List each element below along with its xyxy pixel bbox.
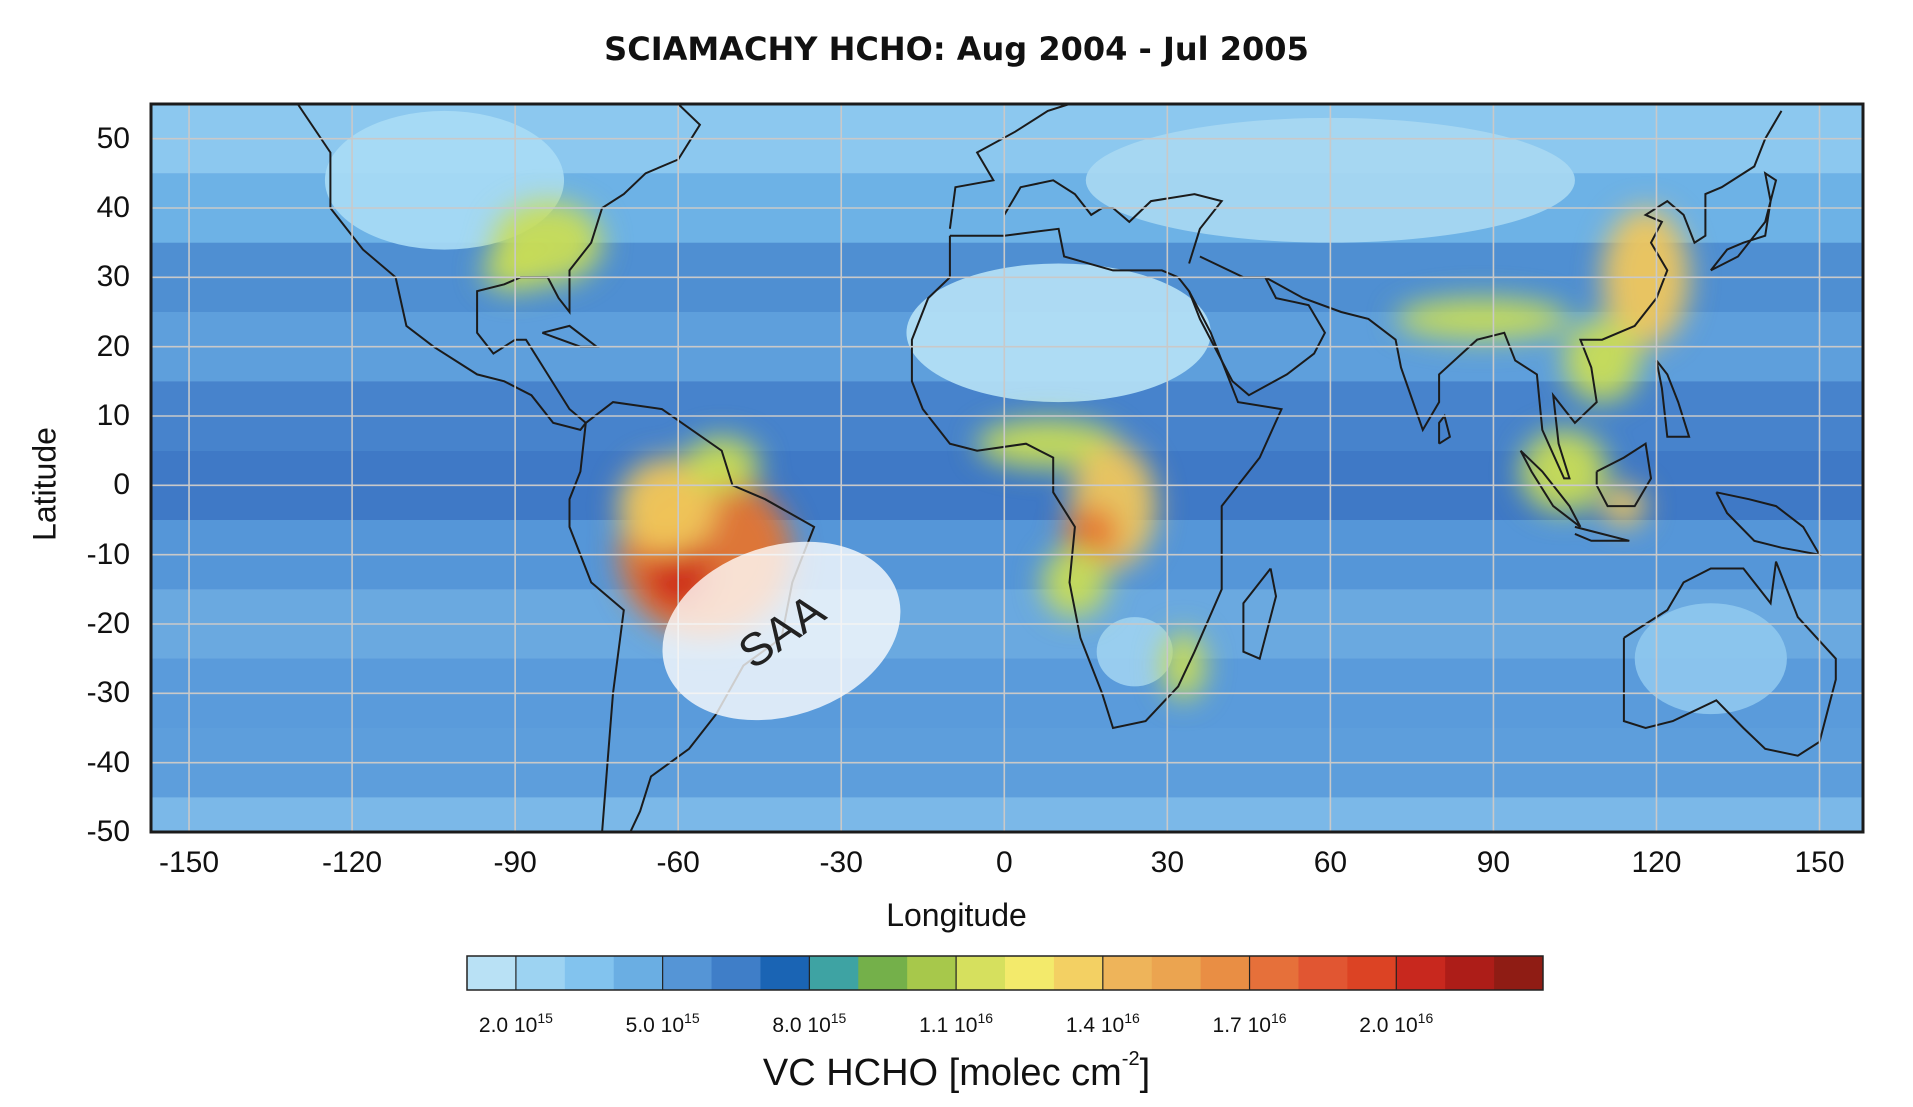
hotspot-low xyxy=(1161,630,1206,701)
coastline-japan xyxy=(1710,171,1778,272)
coastline-australia xyxy=(1622,561,1837,757)
y-tick-label: 50 xyxy=(96,121,130,155)
colorbar-title-end: ] xyxy=(1139,1052,1151,1094)
colorbar-swatch xyxy=(1298,956,1348,990)
colorbar-swatch xyxy=(515,956,566,990)
colorbar-swatch xyxy=(711,956,761,990)
hotspot-low xyxy=(1042,547,1108,618)
x-tick-label: -120 xyxy=(322,846,383,879)
colorbar-label: 2.0 1016 xyxy=(1359,1010,1434,1037)
colorbar-label: 1.4 1016 xyxy=(1065,1010,1140,1037)
plot-frame xyxy=(149,102,1865,834)
hotspot-low xyxy=(1395,298,1570,340)
colorbar-title: VC HCHO [molec cm-2] xyxy=(0,1048,1913,1095)
x-tick-label: 30 xyxy=(1150,846,1185,879)
y-tick-label: 10 xyxy=(96,399,130,432)
coastline-borneo xyxy=(1595,442,1653,508)
y-tick-label: -30 xyxy=(86,676,130,710)
coastline-asia xyxy=(1264,110,1783,480)
colorbar-swatch xyxy=(1249,956,1299,990)
coastline-africa-europe xyxy=(910,227,1283,730)
hotspot-low xyxy=(1520,429,1608,514)
colorbar-swatch xyxy=(809,956,859,990)
x-tick-label: -60 xyxy=(656,846,700,879)
chart-title: SCIAMACHY HCHO: Aug 2004 - Jul 2005 xyxy=(604,30,1309,68)
colorbar-swatch xyxy=(1200,956,1251,990)
hotspot-mid xyxy=(618,457,717,555)
y-axis-label: Latitude xyxy=(26,427,63,541)
hotspot-high xyxy=(1064,506,1119,562)
colorbar-label: 8.0 1015 xyxy=(772,1010,847,1037)
land-tint xyxy=(906,263,1211,403)
colorbar-swatch xyxy=(1445,956,1495,990)
colorbar-swatch xyxy=(1005,956,1055,990)
y-tick-label: 40 xyxy=(96,191,130,224)
hotspot-low xyxy=(1564,318,1641,403)
y-tick-label: 30 xyxy=(96,260,130,294)
land-tint xyxy=(1634,603,1787,715)
colorbar-label: 5.0 1015 xyxy=(625,1010,700,1037)
colorbar-label: 2.0 1015 xyxy=(478,1010,553,1037)
colorbar-swatch xyxy=(1494,956,1544,990)
x-axis-label: Longitude xyxy=(886,897,1027,933)
coastline-philippines xyxy=(1655,359,1691,438)
colorbar-swatch xyxy=(467,956,517,990)
y-tick-label: -10 xyxy=(86,537,130,571)
colorbar-swatch xyxy=(1151,956,1202,990)
coastline-madagascar xyxy=(1242,567,1278,661)
x-tick-label: 0 xyxy=(995,846,1013,879)
hotspot-low xyxy=(683,436,760,493)
colorbar-label: 1.1 1016 xyxy=(919,1010,994,1037)
x-tick-label: 90 xyxy=(1476,846,1511,879)
colorbar-swatch xyxy=(1102,956,1153,990)
colorbar-swatch xyxy=(1396,956,1446,990)
colorbar-swatch xyxy=(858,956,908,990)
x-tick-label: -90 xyxy=(493,846,537,879)
coastline-north-america xyxy=(295,104,702,432)
x-tick-label: 150 xyxy=(1794,846,1845,879)
colorbar xyxy=(466,955,1544,991)
colorbar-swatch xyxy=(907,956,957,990)
colorbar-swatch xyxy=(1053,956,1104,990)
coastline-sumatra xyxy=(1519,449,1582,528)
y-tick-label: 0 xyxy=(113,468,130,502)
x-tick-label: 120 xyxy=(1631,846,1682,879)
y-tick-label: -40 xyxy=(86,745,130,779)
colorbar-swatch xyxy=(760,956,810,990)
colorbar-swatch xyxy=(564,956,615,990)
land-tint xyxy=(1096,617,1173,687)
saa-annotation: SAA xyxy=(662,541,901,721)
x-tick-label: -30 xyxy=(819,846,863,879)
latitude-band xyxy=(151,797,1863,832)
colorbar-swatch xyxy=(613,956,664,990)
saa-ellipse xyxy=(662,541,901,721)
colorbar-label: 1.7 1016 xyxy=(1212,1010,1287,1037)
coastline-java xyxy=(1574,525,1630,542)
land-tint xyxy=(324,110,565,250)
colorbar-swatch xyxy=(1347,956,1397,990)
colorbar-frame xyxy=(466,955,1544,991)
y-tick-label: 20 xyxy=(96,329,130,363)
y-tick-label: -20 xyxy=(86,607,130,640)
x-tick-label: 60 xyxy=(1313,846,1348,879)
colorbar-swatch xyxy=(956,956,1006,990)
hotspot-low xyxy=(977,419,1119,468)
colorbar-swatch xyxy=(662,956,713,990)
colorbar-title-base: VC HCHO [molec cm xyxy=(762,1052,1122,1094)
grid-lines xyxy=(151,104,1863,832)
colorbar-title-exponent: -2 xyxy=(1121,1048,1140,1070)
x-tick-label: -150 xyxy=(159,846,220,879)
y-tick-label: -50 xyxy=(86,815,130,848)
